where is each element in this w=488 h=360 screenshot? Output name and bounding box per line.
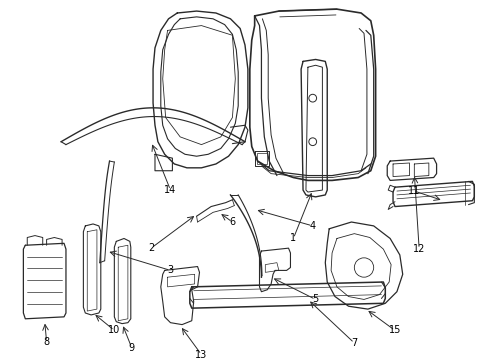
Text: 1: 1 [290,234,296,243]
Text: 11: 11 [407,186,420,196]
Text: 8: 8 [43,337,50,347]
Text: 2: 2 [148,243,154,253]
Text: 4: 4 [309,221,315,231]
Text: 6: 6 [229,217,235,227]
Text: 15: 15 [388,325,400,336]
Text: 14: 14 [164,185,176,195]
Text: 3: 3 [167,265,173,275]
Bar [256,153,267,164]
Text: 9: 9 [128,343,135,353]
Text: 10: 10 [108,325,120,336]
Text: 13: 13 [195,350,207,360]
Text: 12: 12 [412,244,425,254]
Text: 7: 7 [350,338,357,348]
Text: 5: 5 [312,294,318,305]
